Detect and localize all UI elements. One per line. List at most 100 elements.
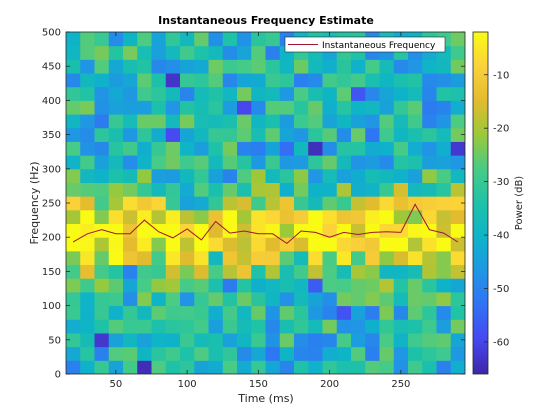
heatmap-cell xyxy=(66,32,81,47)
heatmap-cell xyxy=(222,332,238,348)
heatmap-cell xyxy=(123,141,138,156)
heatmap-cell xyxy=(379,100,395,115)
heatmap-cell xyxy=(108,319,124,334)
heatmap-cell xyxy=(66,291,81,307)
heatmap-cell xyxy=(265,100,281,115)
heatmap-cell xyxy=(450,291,465,307)
heatmap-cell xyxy=(436,209,452,225)
heatmap-cell xyxy=(365,319,380,334)
heatmap-cell xyxy=(294,237,309,252)
heatmap-cell xyxy=(165,250,181,266)
heatmap-cell xyxy=(336,305,352,320)
heatmap-cell xyxy=(194,319,209,334)
heatmap-cell xyxy=(279,196,295,211)
heatmap-cell xyxy=(336,100,352,115)
heatmap-cell xyxy=(279,141,295,156)
heatmap-cell xyxy=(151,86,167,101)
heatmap-cell xyxy=(322,73,338,88)
heatmap-cell xyxy=(265,360,281,374)
heatmap-cell xyxy=(108,209,124,225)
heatmap-cell xyxy=(393,127,409,142)
heatmap-cell xyxy=(180,114,195,129)
heatmap-cell xyxy=(237,114,252,129)
heatmap-cell xyxy=(408,196,423,211)
heatmap-cell xyxy=(251,141,266,156)
heatmap-cell xyxy=(137,155,152,170)
heatmap-cell xyxy=(151,196,167,211)
heatmap-cell xyxy=(294,141,309,156)
heatmap-cell xyxy=(393,182,409,197)
heatmap-cell xyxy=(322,127,338,142)
heatmap-cell xyxy=(322,319,338,334)
heatmap-cell xyxy=(336,127,352,142)
heatmap-cell xyxy=(137,250,152,266)
heatmap-cell xyxy=(450,223,465,238)
heatmap-cell xyxy=(151,100,167,115)
heatmap-cell xyxy=(222,291,238,307)
heatmap-cell xyxy=(308,278,323,293)
heatmap-cell xyxy=(123,209,138,225)
heatmap-cell xyxy=(180,168,195,183)
heatmap-cell xyxy=(322,223,338,238)
heatmap-cell xyxy=(208,346,224,361)
heatmap-cell xyxy=(436,319,452,334)
heatmap-cell xyxy=(322,360,338,374)
heatmap-cell xyxy=(322,114,338,129)
heatmap-cell xyxy=(265,155,281,170)
heatmap-cell xyxy=(194,141,209,156)
heatmap-cell xyxy=(279,291,295,307)
heatmap-cell xyxy=(322,155,338,170)
heatmap-cell xyxy=(308,360,323,374)
heatmap-cell xyxy=(294,196,309,211)
heatmap-cell xyxy=(351,141,366,156)
heatmap-cell xyxy=(408,73,423,88)
heatmap-cell xyxy=(165,223,181,238)
heatmap-cell xyxy=(123,291,138,307)
heatmap-cell xyxy=(237,32,252,47)
heatmap-cell xyxy=(237,346,252,361)
heatmap-cell xyxy=(151,59,167,74)
heatmap-cell xyxy=(66,168,81,183)
heatmap-cell xyxy=(165,155,181,170)
heatmap-cell xyxy=(123,127,138,142)
heatmap-cell xyxy=(351,127,366,142)
heatmap-cell xyxy=(237,332,252,348)
heatmap-cell xyxy=(137,32,152,47)
heatmap-cell xyxy=(450,127,465,142)
heatmap-cell xyxy=(237,196,252,211)
legend[interactable]: Instantaneous Frequency xyxy=(284,36,446,53)
heatmap-cell xyxy=(422,182,437,197)
heatmap-cell xyxy=(208,127,224,142)
heatmap-cell xyxy=(94,264,110,279)
heatmap-cell xyxy=(365,346,380,361)
heatmap-cell xyxy=(137,182,152,197)
heatmap-cell xyxy=(137,264,152,279)
heatmap-cell xyxy=(108,278,124,293)
heatmap-cell xyxy=(308,73,323,88)
heatmap-cell xyxy=(208,168,224,183)
heatmap-cell xyxy=(208,305,224,320)
heatmap-cell xyxy=(436,127,452,142)
heatmap-cell xyxy=(379,346,395,361)
heatmap-cell xyxy=(379,73,395,88)
heatmap-cell xyxy=(450,100,465,115)
heatmap-cell xyxy=(194,182,209,197)
heatmap-cell xyxy=(165,168,181,183)
heatmap-cell xyxy=(165,305,181,320)
heatmap-cell xyxy=(322,305,338,320)
heatmap-cell xyxy=(237,182,252,197)
heatmap-cell xyxy=(194,209,209,225)
heatmap-cell xyxy=(336,168,352,183)
heatmap-cell xyxy=(393,209,409,225)
heatmap-cell xyxy=(66,223,81,238)
heatmap-cell xyxy=(151,264,167,279)
heatmap-cell xyxy=(265,291,281,307)
heatmap-cell xyxy=(322,278,338,293)
heatmap-cell xyxy=(336,114,352,129)
heatmap-cell xyxy=(279,264,295,279)
heatmap-cell xyxy=(450,209,465,225)
heatmap-cell xyxy=(336,196,352,211)
heatmap-cell xyxy=(365,168,380,183)
heatmap-cell xyxy=(137,196,152,211)
y-tick-label: 350 xyxy=(42,130,61,141)
